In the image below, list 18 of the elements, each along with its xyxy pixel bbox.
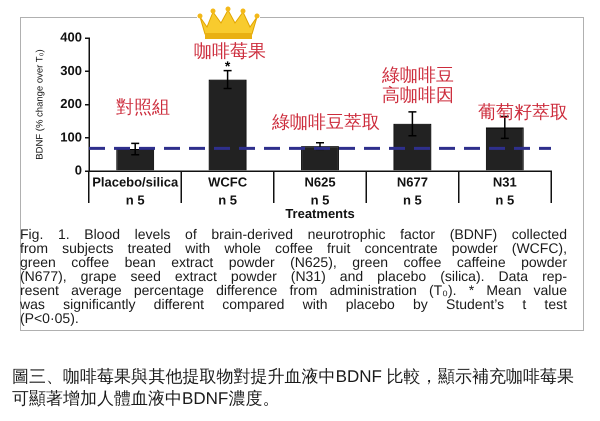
x-tick-label: Placebo/silica n 5 <box>92 174 179 208</box>
annotation: 葡萄籽萃取 <box>478 102 568 123</box>
y-tick-label: 100 <box>60 129 82 144</box>
caption: Fig. 1. Blood levels of brain-derived neurotrophic factor (BDNF) collected from subjects treated with whole coffee fruit concentrate powder (WCFC), green coffee bean extract powder (N625), green coffee caffeine powder (N677), grape seed extract powder (N31) and placebo (silica). Data rep- resent average percentage difference from administration (T₀). * Mean value was significantly different compared with placebo by Student’s t test (P<0·05). <box>20 226 567 326</box>
x-tick-label: N31 n 5 <box>492 174 517 208</box>
x-axis-title: Treatments <box>285 206 355 221</box>
annotation: 對照組 <box>116 97 170 118</box>
y-tick-label: 400 <box>60 30 82 45</box>
x-tick-label: N625 n 5 <box>304 174 336 208</box>
y-tick-label: 0 <box>74 162 82 178</box>
annotation: 綠咖啡豆高咖啡因 <box>381 65 455 106</box>
text: 圖三、咖啡莓果與其他提取物對提升血液中BDNF 比較，顯示補充咖啡莓果可顯著增加人體血液中BDNF濃度。 <box>12 366 574 410</box>
x-tick-label: WCFC n 5 <box>208 174 248 208</box>
annotation: 綠咖啡豆萃取 <box>272 112 380 133</box>
x-tick-label: N677 n 5 <box>396 174 428 208</box>
y-axis-title: BDNF (% change over T₀) <box>34 49 46 160</box>
y-tick-label: 200 <box>60 96 82 112</box>
y-tick-label: 300 <box>60 62 82 78</box>
